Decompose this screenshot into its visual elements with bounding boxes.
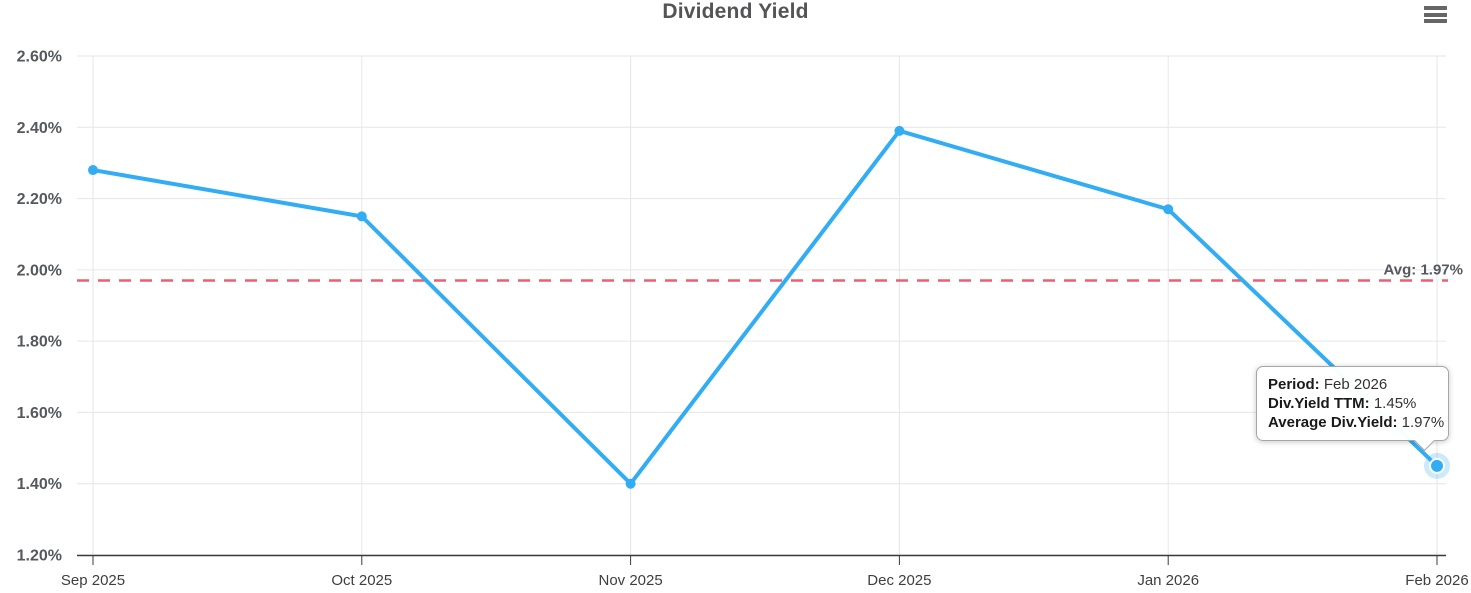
y-axis-tick-label: 1.20% — [17, 548, 62, 565]
data-point-marker[interactable] — [1429, 457, 1445, 474]
tooltip-label: Div.Yield TTM: — [1268, 395, 1370, 412]
data-point-marker[interactable] — [625, 478, 636, 489]
data-point-marker[interactable] — [1163, 204, 1174, 215]
hamburger-bar — [1424, 12, 1447, 17]
x-axis-tick-label: Feb 2026 — [1405, 572, 1468, 589]
y-axis-tick-label: 2.00% — [17, 262, 62, 279]
y-axis-tick-label: 2.60% — [17, 49, 62, 66]
x-axis-tick-label: Oct 2025 — [331, 572, 392, 589]
hamburger-bar — [1424, 6, 1447, 10]
chart-tooltip: Period: Feb 2026 Div.Yield TTM: 1.45% Av… — [1256, 366, 1449, 452]
tooltip-value: Feb 2026 — [1323, 376, 1388, 393]
y-axis-tick-label: 1.60% — [17, 405, 62, 422]
x-axis-tick-label: Sep 2025 — [61, 572, 125, 589]
chart-title: Dividend Yield — [662, 0, 809, 23]
data-point-marker[interactable] — [88, 165, 98, 176]
tooltip-label: Average Div.Yield: — [1268, 414, 1398, 431]
tooltip-row-average: Average Div.Yield: 1.97% — [1268, 413, 1444, 432]
tooltip-value: 1.97% — [1401, 414, 1445, 431]
tooltip-value: 1.45% — [1373, 395, 1417, 412]
average-line-label: Avg: 1.97% — [1384, 262, 1463, 279]
y-axis-tick-label: 2.40% — [17, 120, 62, 137]
y-axis-tick-label: 2.20% — [17, 191, 62, 208]
y-axis-tick-label: 1.40% — [17, 476, 62, 493]
tooltip-row-yield: Div.Yield TTM: 1.45% — [1268, 394, 1437, 413]
x-axis-tick-label: Jan 2026 — [1137, 572, 1199, 589]
x-axis-tick-label: Nov 2025 — [598, 572, 662, 589]
hamburger-menu-icon[interactable] — [1424, 6, 1447, 23]
y-axis-tick-label: 1.80% — [17, 334, 62, 351]
data-point-marker[interactable] — [356, 211, 367, 222]
tooltip-row-period: Period: Feb 2026 — [1268, 375, 1437, 394]
tooltip-label: Period: — [1268, 376, 1320, 393]
x-axis-tick-label: Dec 2025 — [867, 572, 931, 589]
hamburger-bar — [1424, 19, 1447, 23]
series-line — [91, 128, 1439, 486]
data-point-marker[interactable] — [894, 125, 905, 136]
